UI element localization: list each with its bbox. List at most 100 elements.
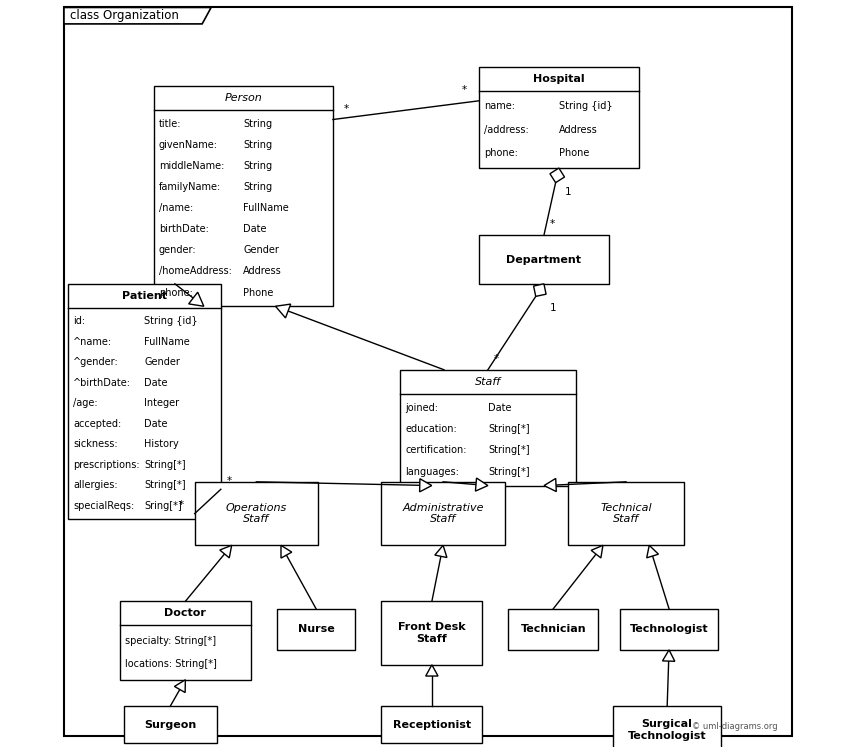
Bar — [68, 284, 221, 519]
Polygon shape — [533, 284, 546, 297]
Polygon shape — [220, 545, 231, 558]
Polygon shape — [476, 478, 488, 491]
Text: Person: Person — [224, 93, 262, 103]
Polygon shape — [281, 545, 292, 558]
Text: Address: Address — [559, 125, 598, 134]
Text: String: String — [243, 161, 273, 171]
Text: ^gender:: ^gender: — [73, 357, 119, 368]
Bar — [508, 609, 598, 650]
Text: FullName: FullName — [144, 337, 190, 347]
Text: languages:: languages: — [405, 467, 459, 477]
Text: Technical
Staff: Technical Staff — [600, 503, 652, 524]
Text: Address: Address — [243, 267, 282, 276]
Text: id:: id: — [73, 316, 85, 326]
Polygon shape — [591, 545, 603, 558]
Text: Administrative
Staff: Administrative Staff — [402, 503, 484, 524]
Text: String: String — [243, 119, 273, 128]
Bar — [568, 482, 684, 545]
Text: *: * — [344, 104, 349, 114]
Text: Receptionist: Receptionist — [393, 719, 471, 730]
Polygon shape — [188, 292, 204, 306]
Polygon shape — [426, 665, 438, 676]
Polygon shape — [647, 545, 659, 558]
Text: Nurse: Nurse — [298, 624, 335, 634]
Polygon shape — [662, 650, 675, 661]
Text: Technician: Technician — [520, 624, 586, 634]
Text: Sring[*]: Sring[*] — [144, 500, 182, 511]
Text: Integer: Integer — [144, 398, 180, 408]
Polygon shape — [420, 479, 432, 492]
Text: accepted:: accepted: — [73, 419, 121, 429]
Text: sickness:: sickness: — [73, 439, 118, 449]
Text: *: * — [462, 85, 467, 95]
Text: Operations
Staff: Operations Staff — [225, 503, 287, 524]
Polygon shape — [435, 545, 447, 557]
Bar — [478, 67, 639, 168]
Text: /address:: /address: — [484, 125, 529, 134]
Text: Department: Department — [507, 255, 581, 264]
Text: 1: 1 — [550, 303, 556, 312]
Text: History: History — [144, 439, 179, 449]
Text: String: String — [243, 140, 273, 149]
Text: String[*]: String[*] — [488, 445, 530, 455]
Polygon shape — [175, 680, 186, 692]
Polygon shape — [64, 7, 211, 24]
Text: *: * — [178, 500, 183, 509]
Polygon shape — [544, 478, 556, 492]
Text: joined:: joined: — [405, 403, 439, 412]
Text: *: * — [550, 220, 555, 229]
Text: givenName:: givenName: — [159, 140, 218, 149]
Text: String[*]: String[*] — [488, 467, 530, 477]
Text: String {id}: String {id} — [559, 102, 612, 111]
Text: class Organization: class Organization — [70, 9, 179, 22]
Text: 1: 1 — [565, 187, 571, 196]
Text: Date: Date — [144, 419, 168, 429]
Text: allergies:: allergies: — [73, 480, 118, 490]
Text: © uml-diagrams.org: © uml-diagrams.org — [691, 722, 777, 731]
Text: Gender: Gender — [243, 245, 280, 255]
Text: specialty: String[*]: specialty: String[*] — [126, 636, 217, 645]
Text: locations: String[*]: locations: String[*] — [126, 660, 217, 669]
Text: String {id}: String {id} — [144, 316, 198, 326]
Text: Front Desk
Staff: Front Desk Staff — [398, 622, 465, 644]
Text: middleName:: middleName: — [159, 161, 224, 171]
Text: specialReqs:: specialReqs: — [73, 500, 134, 511]
Text: prescriptions:: prescriptions: — [73, 459, 139, 470]
Bar — [277, 609, 355, 650]
Text: String[*]: String[*] — [144, 459, 186, 470]
Bar — [613, 706, 722, 747]
Text: *: * — [227, 476, 232, 486]
Text: gender:: gender: — [159, 245, 196, 255]
Text: Date: Date — [243, 224, 267, 234]
Polygon shape — [275, 304, 291, 318]
Bar — [120, 601, 251, 680]
Bar — [154, 86, 333, 306]
Text: Date: Date — [488, 403, 512, 412]
Text: Date: Date — [144, 378, 168, 388]
Text: name:: name: — [484, 102, 515, 111]
Text: FullName: FullName — [243, 203, 289, 213]
Bar — [400, 370, 575, 486]
Text: Hospital: Hospital — [533, 74, 585, 84]
Text: /age:: /age: — [73, 398, 97, 408]
Text: phone:: phone: — [484, 148, 518, 158]
Bar — [382, 601, 482, 665]
Text: /name:: /name: — [159, 203, 194, 213]
Bar — [478, 235, 609, 284]
Text: /homeAddress:: /homeAddress: — [159, 267, 231, 276]
Text: Surgical
Technologist: Surgical Technologist — [628, 719, 706, 741]
Text: ^birthDate:: ^birthDate: — [73, 378, 131, 388]
Bar — [620, 609, 717, 650]
Text: String[*]: String[*] — [144, 480, 186, 490]
Text: phone:: phone: — [159, 288, 193, 297]
Text: String: String — [243, 182, 273, 192]
Text: Phone: Phone — [559, 148, 589, 158]
Text: birthDate:: birthDate: — [159, 224, 209, 234]
Text: ^name:: ^name: — [73, 337, 112, 347]
Text: Patient: Patient — [122, 291, 167, 301]
Bar — [194, 482, 318, 545]
Text: title:: title: — [159, 119, 181, 128]
Text: Staff: Staff — [475, 376, 501, 387]
Text: Phone: Phone — [243, 288, 273, 297]
Text: Doctor: Doctor — [164, 608, 206, 619]
